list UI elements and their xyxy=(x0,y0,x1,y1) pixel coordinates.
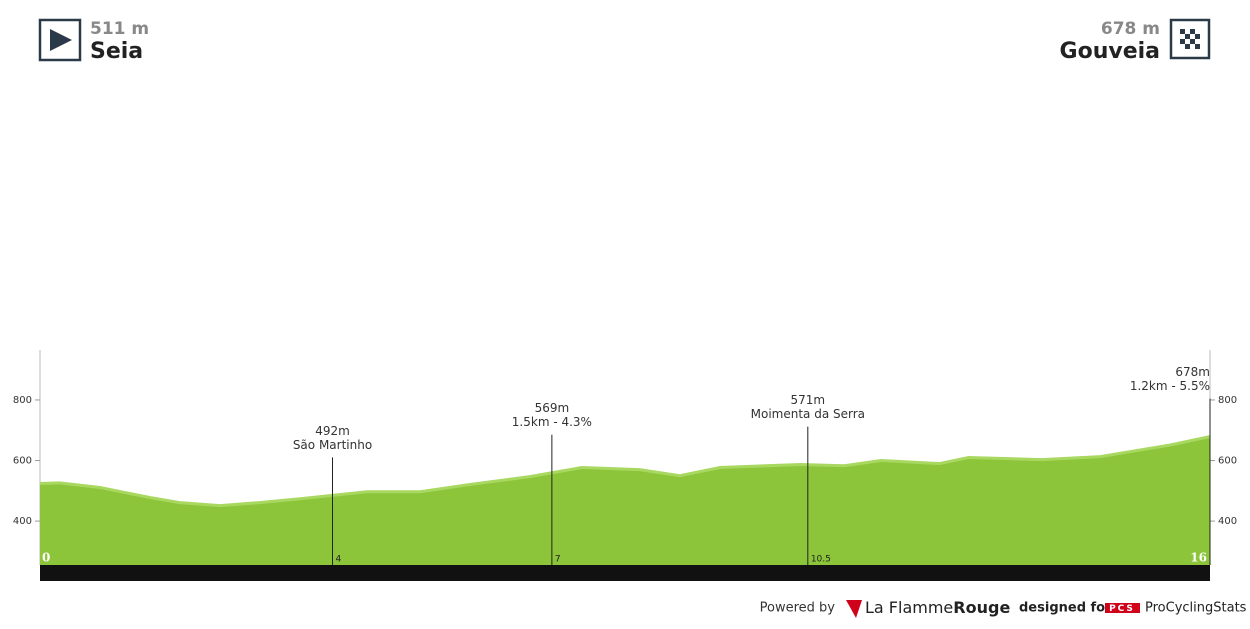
x-tick-label: 16 xyxy=(1190,551,1207,565)
brand: La FlammeRouge xyxy=(865,598,1010,617)
marker-km: 4 xyxy=(336,555,342,565)
y-tick-label: 600 xyxy=(1218,456,1237,467)
start-altitude: 511 m xyxy=(90,19,149,39)
finish-icon xyxy=(1169,18,1211,60)
marker-label: 1.5km - 4.3% xyxy=(512,415,592,429)
finish-altitude: 678 m xyxy=(1101,19,1160,39)
flamme-logo xyxy=(846,600,862,618)
start-icon xyxy=(38,18,82,62)
marker-label: Moimenta da Serra xyxy=(751,407,865,421)
plot: 400 400 600 600 800 800 xyxy=(13,350,1237,565)
marker-label: São Martinho xyxy=(293,438,372,452)
pcs-logo xyxy=(1105,603,1140,613)
marker-km: 7 xyxy=(555,555,561,565)
site-name: ProCyclingStats xyxy=(1145,601,1247,616)
profile-area xyxy=(40,436,1210,565)
y-tick-label: 400 xyxy=(13,516,32,527)
marker-label: 678m xyxy=(1175,365,1210,379)
marker-label: 492m xyxy=(315,424,350,438)
designed-for: designed for xyxy=(1019,601,1112,616)
marker-label: 571m xyxy=(791,393,826,407)
y-tick-label: 400 xyxy=(1218,516,1237,527)
brand-part: Rouge xyxy=(953,598,1010,617)
pcs-text: PCS xyxy=(1109,604,1135,614)
marker-label: 569m xyxy=(535,401,570,415)
y-tick-label: 600 xyxy=(13,456,32,467)
distance-bar xyxy=(40,565,1210,581)
finish-checker xyxy=(1180,29,1200,49)
start-icon-arrow xyxy=(50,29,72,51)
marker-km: 10.5 xyxy=(811,555,831,565)
x-tick-label: 0 xyxy=(42,551,50,565)
powered-by: Powered by xyxy=(760,601,836,616)
marker-label: 1.2km - 5.5% xyxy=(1130,379,1210,393)
y-tick-label: 800 xyxy=(1218,395,1237,406)
profile-line xyxy=(39,435,1211,508)
y-tick-label: 800 xyxy=(13,395,32,406)
brand-part: La Flamme xyxy=(865,598,953,617)
start-name: Seia xyxy=(90,39,143,64)
finish-name: Gouveia xyxy=(1060,39,1160,64)
